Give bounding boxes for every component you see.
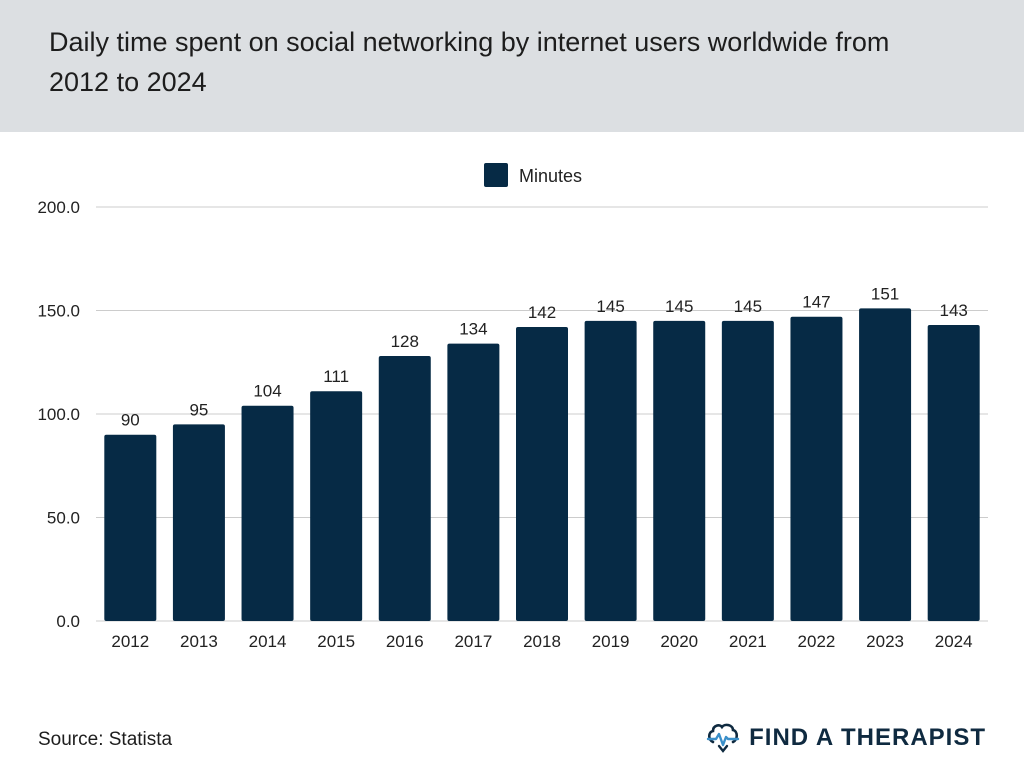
bar	[104, 434, 157, 621]
bar-chart: 0.0 50.0 100.0 150.0 200.0 90 2012 95 2013 104 201…	[37, 163, 988, 651]
x-tick-label: 2021	[729, 632, 767, 651]
brand-logo[interactable]: FIND A THERAPIST	[705, 720, 986, 756]
bar	[241, 405, 294, 621]
x-tick-label: 2024	[935, 632, 973, 651]
bar-value-label: 104	[253, 382, 281, 401]
x-tick-label: 2017	[454, 632, 492, 651]
chart-header: Daily time spent on social networking by…	[0, 0, 1024, 132]
x-tick-label: 2014	[249, 632, 287, 651]
bar	[310, 391, 363, 621]
bar-value-label: 134	[459, 320, 487, 339]
source-note: Source: Statista	[38, 729, 173, 750]
x-tick-label: 2016	[386, 632, 424, 651]
brand-name: FIND A THERAPIST	[749, 724, 986, 751]
bar-value-label: 147	[802, 293, 830, 312]
bar	[859, 308, 912, 621]
bar	[927, 324, 980, 621]
y-tick-label: 150.0	[37, 302, 80, 321]
bar-value-label: 95	[189, 400, 208, 419]
y-tick-label: 200.0	[37, 198, 80, 217]
chart-title: Daily time spent on social networking by…	[49, 27, 890, 97]
x-tick-label: 2022	[798, 632, 836, 651]
bar	[790, 316, 843, 621]
y-tick-label: 0.0	[56, 612, 80, 631]
y-tick-label: 50.0	[47, 509, 80, 528]
bar	[447, 343, 500, 621]
bar	[172, 424, 225, 621]
legend-swatch	[484, 163, 508, 187]
bar-value-label: 90	[121, 411, 140, 430]
bar-value-label: 142	[528, 303, 556, 322]
bar-value-label: 111	[323, 367, 349, 386]
bar-value-label: 128	[391, 332, 419, 351]
x-tick-label: 2020	[660, 632, 698, 651]
bar	[378, 356, 431, 621]
bar-value-label: 145	[596, 297, 624, 316]
x-tick-label: 2019	[592, 632, 630, 651]
bar	[516, 327, 568, 621]
bar	[584, 320, 637, 621]
bar-value-label: 151	[871, 284, 899, 303]
x-tick-label: 2018	[523, 632, 561, 651]
x-tick-label: 2012	[111, 632, 149, 651]
legend-label: Minutes	[519, 166, 582, 186]
bar-value-label: 143	[940, 301, 968, 320]
brain-heartbeat-icon	[706, 723, 740, 753]
bar	[721, 320, 774, 621]
x-tick-label: 2023	[866, 632, 904, 651]
bar	[653, 320, 706, 621]
bar-value-label: 145	[734, 297, 762, 316]
x-tick-label: 2015	[317, 632, 355, 651]
y-tick-label: 100.0	[37, 405, 80, 424]
x-tick-label: 2013	[180, 632, 218, 651]
bar-value-label: 145	[665, 297, 693, 316]
